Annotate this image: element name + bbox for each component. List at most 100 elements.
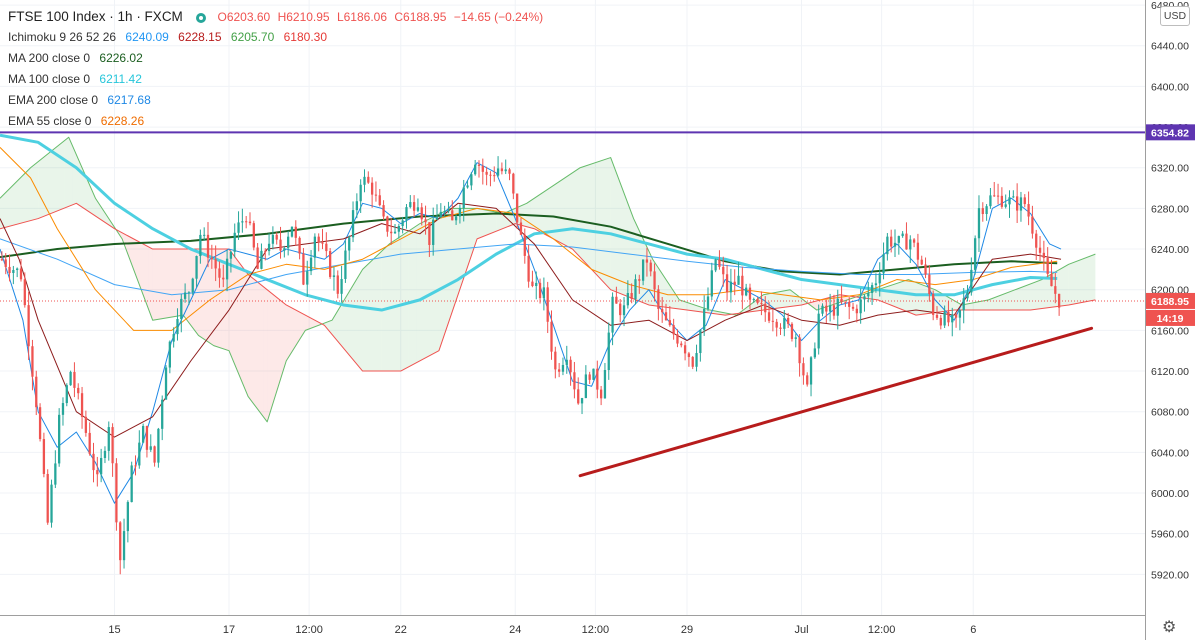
candle-body [23,279,26,306]
cloud-segment [675,294,680,310]
candle-body [233,232,236,252]
ichimoku-cloud [0,136,1096,423]
indicator-ma100[interactable]: MA 100 close 0 6211.42 [8,69,543,90]
cloud-segment [41,155,46,218]
candle-body [878,273,881,284]
cloud-segment [206,249,210,344]
cloud-segment [629,208,634,299]
candle-body [966,292,969,299]
candle-body [561,364,565,372]
candle-body [206,234,210,258]
candle-body [397,226,400,232]
candle-body [821,305,824,314]
cloud-segment [160,249,165,319]
cloud-segment [1045,275,1050,309]
cloud-segment [912,280,916,316]
cloud-segment [545,188,550,237]
cloud-segment [270,292,275,410]
candle-body [477,164,481,166]
cloud-segment [1072,261,1077,305]
candle-body [61,403,65,415]
cloud-segment [145,244,149,311]
candle-body [73,371,76,388]
open-value: O6203.60 [217,10,271,24]
indicator-ichimoku[interactable]: Ichimoku 9 26 52 26 6240.09 6228.15 6205… [8,27,543,48]
candle-body [695,353,698,367]
indicator-value: 6180.30 [283,30,328,44]
cloud-segment [49,149,54,214]
candle-body [138,442,141,466]
candle-body [1004,204,1007,207]
indicator-ma200[interactable]: MA 200 close 0 6226.02 [8,48,543,69]
y-tick-label: 6320.00 [1151,163,1189,175]
currency-button[interactable]: USD [1160,6,1190,26]
candle-body [130,465,133,503]
cloud-segment [156,249,161,320]
candle-body [1000,195,1004,207]
indicator-ema200[interactable]: EMA 200 close 0 6217.68 [8,90,543,111]
cloud-segment [534,195,539,231]
candle-body [279,239,282,251]
ohlc-values: O6203.60 H6210.95 L6186.06 C6188.95 −14.… [214,10,544,24]
candle-body [313,236,317,258]
candle-body [802,363,805,376]
y-tick-label: 5960.00 [1151,529,1189,541]
candle-body [382,205,385,217]
candle-body [993,195,996,197]
candle-body [577,389,580,404]
settings-gear-icon[interactable]: ⚙ [1162,619,1177,636]
cloud-segment [209,249,214,346]
candle-body [1023,197,1026,205]
cloud-segment [896,282,901,310]
candle-body [550,321,553,352]
candle-body [924,264,927,275]
cloud-segment [38,158,42,219]
candle-body [714,259,717,271]
resistance-price-label: 6354.82 [1151,127,1189,139]
cloud-segment [53,146,58,213]
x-tick-label: 29 [681,624,693,636]
candle-body [31,346,34,377]
candle-body [0,259,4,261]
candle-body [92,453,95,471]
candle-body [351,210,355,238]
candle-body [153,446,156,463]
indicator-value: 6240.09 [125,30,169,44]
candle-body [790,323,794,339]
cloud-segment [133,238,138,280]
candle-body [370,182,374,195]
cloud-segment [599,160,604,282]
cloud-segment [469,208,474,262]
chart-legend: FTSE 100 Index · 1h · FXCM O6203.60 H621… [8,6,543,132]
candle-body [565,359,568,365]
candle-body [741,275,744,296]
candle-body [985,206,988,215]
candle-body [538,282,542,299]
indicator-ema55[interactable]: EMA 55 close 0 6228.26 [8,111,543,132]
candle-body [122,531,126,561]
cloud-segment [103,209,107,224]
support-trendline [578,326,1094,478]
candle-body [325,243,328,252]
cloud-segment [248,274,252,402]
candle-body [344,250,347,280]
cloud-segment [488,210,493,235]
candle-body [500,168,504,172]
cloud-segment [473,208,478,251]
candle-body [401,220,404,227]
candle-body [508,169,511,174]
candle-body [512,173,515,194]
candle-body [786,317,790,324]
candle-body [107,427,110,451]
candle-body [210,257,213,260]
cloud-segment [332,313,336,340]
candle-body [638,279,641,281]
candle-body [703,308,706,331]
candle-body [199,234,202,257]
cloud-segment [3,190,8,228]
candle-body [756,298,759,303]
y-tick-label: 6400.00 [1151,81,1189,93]
candle-body [672,325,675,335]
cloud-segment [614,167,619,293]
